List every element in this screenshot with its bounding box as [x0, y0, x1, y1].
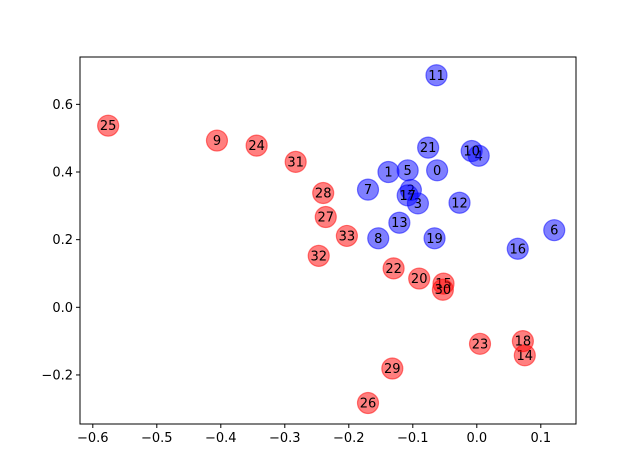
- point-label-1: 1: [384, 166, 392, 181]
- x-tick-label: 0.0: [466, 431, 487, 446]
- point-16: [506, 237, 529, 260]
- point-18: [511, 330, 534, 353]
- point-20: [408, 267, 431, 290]
- point-8: [367, 227, 390, 250]
- point-label-7: 7: [364, 183, 372, 198]
- point-17: [396, 184, 419, 207]
- point-13: [388, 211, 411, 234]
- point-31: [284, 150, 307, 173]
- point-label-27: 27: [317, 210, 334, 225]
- x-tick-label: 0.1: [530, 431, 551, 446]
- point-label-22: 22: [385, 262, 402, 277]
- x-tick-label: −0.5: [141, 431, 173, 446]
- point-label-17: 17: [399, 189, 416, 204]
- point-5: [396, 159, 419, 182]
- y-tick-label: 0.2: [52, 233, 73, 248]
- point-label-0: 0: [433, 164, 441, 179]
- point-label-21: 21: [420, 141, 437, 156]
- x-axis: −0.6 −0.5 −0.4 −0.3 −0.2 −0.1 0.0 0.1: [77, 424, 551, 446]
- point-7: [356, 178, 380, 201]
- x-tick-label: −0.1: [397, 431, 429, 446]
- point-12: [448, 191, 471, 214]
- point-label-5: 5: [404, 164, 412, 179]
- point-label-12: 12: [451, 196, 468, 211]
- point-label-20: 20: [411, 272, 428, 287]
- scatter-points: 0123456781011121316171921914151820222324…: [97, 64, 566, 415]
- point-24: [245, 134, 268, 157]
- point-32: [307, 244, 330, 267]
- plot-frame: [79, 56, 577, 425]
- point-label-25: 25: [100, 119, 117, 134]
- point-label-19: 19: [426, 232, 443, 247]
- y-tick-label: 0.4: [52, 166, 73, 181]
- point-33: [335, 224, 358, 248]
- point-label-33: 33: [339, 229, 356, 244]
- point-26: [356, 391, 380, 415]
- point-11: [425, 64, 448, 87]
- point-label-9: 9: [213, 134, 221, 149]
- point-19: [423, 227, 446, 250]
- point-30: [431, 278, 454, 301]
- y-tick-label: 0.0: [52, 301, 73, 316]
- x-tick-label: −0.6: [77, 431, 109, 446]
- x-tick-label: −0.2: [333, 431, 365, 446]
- point-21: [417, 136, 440, 159]
- point-label-10: 10: [463, 145, 480, 160]
- point-label-28: 28: [315, 186, 332, 201]
- point-label-30: 30: [435, 283, 452, 298]
- point-28: [312, 181, 335, 205]
- point-label-32: 32: [310, 249, 327, 264]
- point-label-23: 23: [472, 337, 489, 352]
- point-label-13: 13: [391, 216, 408, 231]
- point-25: [97, 114, 120, 137]
- point-10: [460, 139, 483, 163]
- point-label-24: 24: [248, 139, 265, 154]
- x-tick-label: −0.3: [269, 431, 301, 446]
- point-label-3: 3: [414, 197, 422, 212]
- point-9: [205, 129, 229, 152]
- point-label-6: 6: [550, 224, 558, 239]
- point-label-14: 14: [517, 349, 534, 364]
- point-label-29: 29: [384, 362, 401, 377]
- x-tick-label: −0.4: [205, 431, 237, 446]
- point-6: [543, 219, 566, 242]
- point-label-8: 8: [374, 232, 382, 247]
- y-axis: −0.2 0.0 0.2 0.4 0.6: [41, 98, 80, 383]
- point-27: [314, 205, 337, 229]
- point-23: [468, 332, 492, 355]
- point-0: [426, 159, 449, 182]
- point-label-18: 18: [515, 335, 532, 350]
- y-tick-label: 0.6: [52, 98, 73, 113]
- point-22: [382, 257, 405, 280]
- point-label-16: 16: [509, 242, 526, 257]
- y-tick-label: −0.2: [41, 368, 73, 383]
- point-label-31: 31: [287, 155, 304, 170]
- point-29: [381, 357, 404, 380]
- point-label-11: 11: [428, 69, 445, 84]
- point-label-26: 26: [360, 397, 377, 412]
